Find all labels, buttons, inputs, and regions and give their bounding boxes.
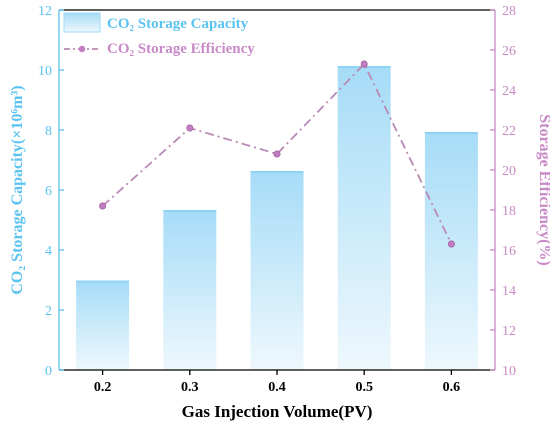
legend-label-efficiency: CO₂ Storage Efficiency <box>107 41 255 57</box>
x-tick-label: 0.3 <box>181 380 199 395</box>
left-tick-label: 10 <box>38 64 52 79</box>
bar <box>163 211 217 370</box>
legend: CO₂ Storage Capacity CO₂ Storage Efficien… <box>63 12 255 57</box>
right-tick-label: 20 <box>502 164 516 179</box>
x-tick-label: 0.5 <box>355 380 373 395</box>
right-tick-label: 14 <box>502 284 516 299</box>
bar <box>337 67 391 370</box>
bar <box>250 172 304 370</box>
legend-label-capacity: CO₂ Storage Capacity <box>107 16 249 32</box>
left-axis-title: CO₂ Storage Capacity(×10⁶m³) <box>9 85 26 294</box>
left-tick-label: 4 <box>45 244 52 259</box>
axis-labels: Gas Injection Volume(PV) CO₂ Storage Capa… <box>9 85 550 421</box>
efficiency-point <box>360 60 368 68</box>
efficiency-point <box>186 124 194 132</box>
right-tick-label: 24 <box>502 84 516 99</box>
left-tick-label: 12 <box>38 4 52 19</box>
x-tick-label: 0.4 <box>268 380 286 395</box>
x-tick-label: 0.6 <box>443 380 461 395</box>
right-tick-label: 18 <box>502 204 516 219</box>
right-tick-label: 28 <box>502 4 516 19</box>
right-tick-label: 22 <box>502 124 516 139</box>
efficiency-point <box>273 150 281 158</box>
right-tick-label: 12 <box>502 324 516 339</box>
bar-series <box>76 66 478 370</box>
bar <box>76 281 130 370</box>
efficiency-point <box>99 202 107 210</box>
left-tick-label: 6 <box>45 184 52 199</box>
right-tick-label: 10 <box>502 364 516 379</box>
right-tick-label: 16 <box>502 244 516 259</box>
efficiency-line <box>101 62 453 245</box>
left-tick-label: 0 <box>45 364 52 379</box>
legend-swatch-bar <box>63 12 101 33</box>
x-axis-title: Gas Injection Volume(PV) <box>182 402 373 421</box>
left-tick-label: 2 <box>45 304 52 319</box>
x-tick-label: 0.2 <box>94 380 112 395</box>
right-tick-label: 26 <box>502 44 516 59</box>
bar <box>424 133 478 370</box>
left-tick-label: 8 <box>45 124 52 139</box>
line-series <box>99 60 455 248</box>
right-axis-title: Storage Efficiency(%) <box>536 114 550 266</box>
efficiency-point <box>447 240 455 248</box>
legend-swatch-marker <box>78 45 86 53</box>
